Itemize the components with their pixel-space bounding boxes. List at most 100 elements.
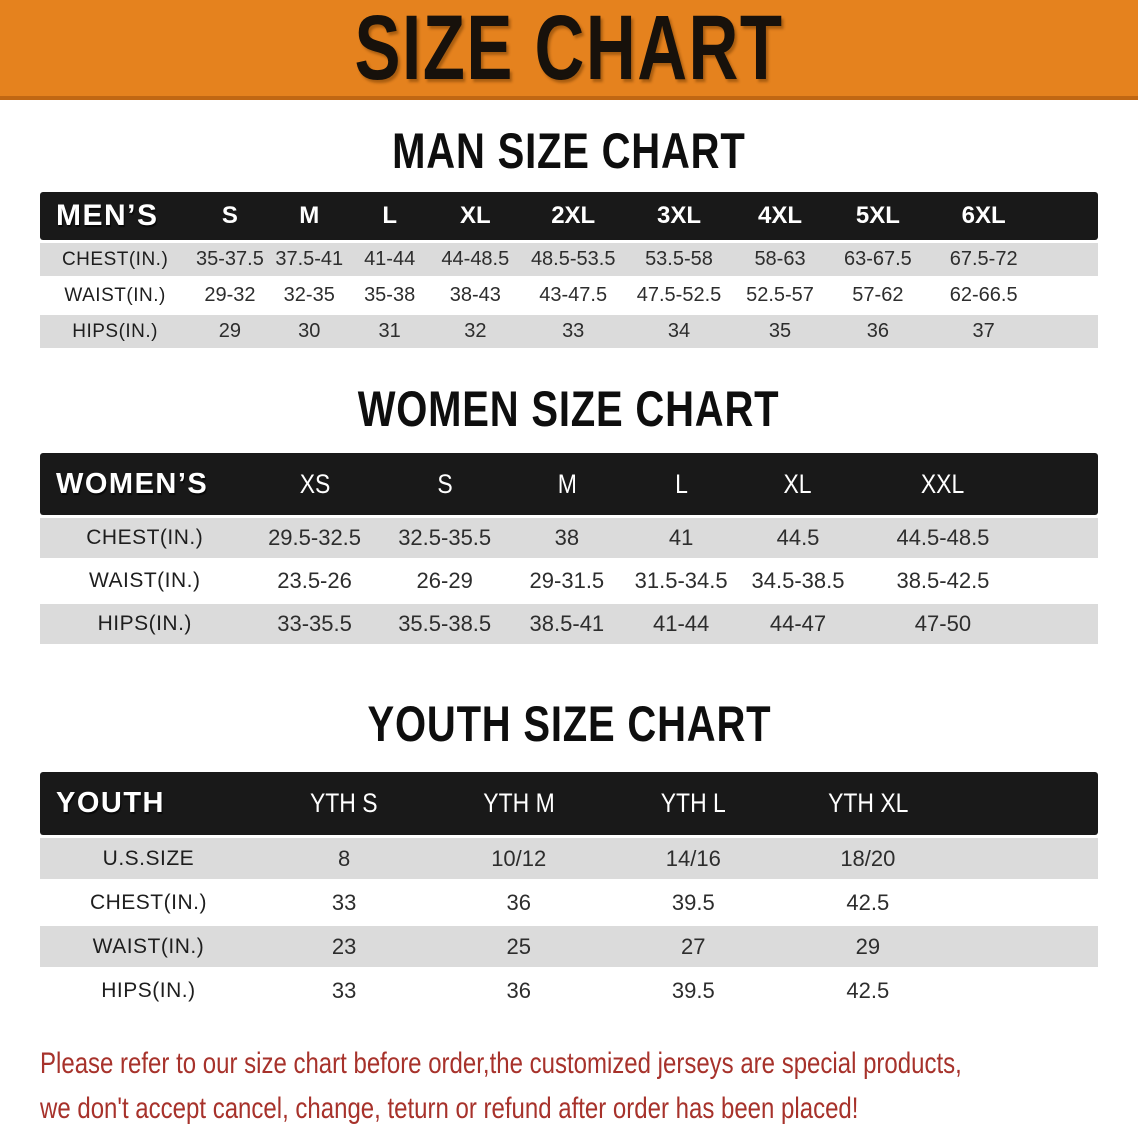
size-value-cell: 48.5-53.5: [520, 240, 627, 276]
size-value-cell: 30: [269, 312, 349, 348]
size-value-cell: 44.5: [738, 515, 858, 558]
row-label-cell: CHEST(IN.): [40, 879, 257, 923]
table-row: HIPS(IN.) 33-35.5 35.5-38.5 38.5-41 41-44 44-…: [40, 601, 1098, 644]
size-value-cell: 27: [606, 923, 781, 967]
size-col-header: XL: [430, 192, 521, 240]
size-value-cell: 33-35.5: [249, 601, 380, 644]
size-value-cell: 39.5: [606, 967, 781, 1011]
size-col-header: YTH S: [256, 772, 432, 835]
size-col-header: YTH XL: [780, 772, 956, 835]
chart-section: MAN SIZE CHART MEN’S S M L XL 2XL 3XL 4XL 5XL 6XL…: [0, 126, 1138, 348]
size-value-cell: 18/20: [780, 835, 956, 879]
size-col-header-text: 3XL: [656, 202, 701, 229]
size-col-header-text: YTH M: [483, 788, 555, 818]
size-col-header: XL: [738, 453, 858, 515]
size-value-cell: 38: [509, 515, 624, 558]
size-value-cell: 58-63: [731, 240, 829, 276]
section-heading: YOUTH SIZE CHART: [0, 699, 1138, 749]
size-value-cell: 31: [348, 312, 431, 348]
size-value-cell: 42.5: [780, 967, 956, 1011]
header-spacer-cell: [1028, 453, 1098, 515]
size-col-header: 3XL: [626, 192, 732, 240]
table-row: CHEST(IN.) 33 36 39.5 42.5: [40, 879, 1098, 923]
size-value-cell: 44-47: [738, 601, 858, 644]
row-label-cell: HIPS(IN.): [40, 967, 257, 1011]
table-corner-label: WOMEN’S: [40, 453, 250, 515]
charts-container: MAN SIZE CHART MEN’S S M L XL 2XL 3XL 4XL 5XL 6XL…: [0, 126, 1138, 1011]
section-heading-text: WOMEN SIZE CHART: [358, 381, 780, 437]
table-row: HIPS(IN.) 33 36 39.5 42.5: [40, 967, 1098, 1011]
row-label-cell: WAIST(IN.): [40, 558, 250, 601]
row-spacer-cell: [955, 879, 1098, 923]
size-col-header: L: [348, 192, 431, 240]
size-col-header-text: L: [674, 468, 688, 499]
row-spacer-cell: [1028, 601, 1098, 644]
size-value-cell: 35-37.5: [190, 240, 270, 276]
size-col-header-text: YTH S: [310, 788, 378, 818]
size-value-cell: 29: [780, 923, 956, 967]
size-col-header-text: YTH XL: [827, 788, 909, 818]
size-value-cell: 37: [927, 312, 1040, 348]
size-value-cell: 33: [256, 967, 432, 1011]
size-value-cell: 37.5-41: [269, 240, 349, 276]
size-value-cell: 41-44: [623, 601, 739, 644]
header-spacer-cell: [955, 772, 1098, 835]
size-col-header: YTH L: [606, 772, 781, 835]
row-label-cell: CHEST(IN.): [40, 515, 250, 558]
size-value-cell: 38.5-42.5: [857, 558, 1029, 601]
size-value-cell: 42.5: [780, 879, 956, 923]
size-value-cell: 32-35: [269, 276, 349, 312]
row-label-cell: CHEST(IN.): [40, 240, 191, 276]
size-col-header: XXL: [857, 453, 1029, 515]
row-label-cell: U.S.SIZE: [40, 835, 257, 879]
size-value-cell: 26-29: [379, 558, 510, 601]
row-label-cell: HIPS(IN.): [40, 601, 250, 644]
size-value-cell: 34: [626, 312, 732, 348]
size-value-cell: 41: [623, 515, 739, 558]
footer-notice: Please refer to our size chart before or…: [40, 1041, 1138, 1131]
size-value-cell: 36: [431, 967, 606, 1011]
table-row: CHEST(IN.) 35-37.5 37.5-41 41-44 44-48.5 48.5…: [40, 240, 1098, 276]
size-table: YOUTH YTH S YTH M YTH L YTH XL U.S.SIZE 8 10/1…: [40, 772, 1098, 1011]
row-spacer-cell: [1028, 515, 1098, 558]
size-col-header-text: 5XL: [855, 202, 900, 229]
header-spacer-cell: [1039, 192, 1098, 240]
row-label-cell: WAIST(IN.): [40, 923, 257, 967]
size-value-cell: 63-67.5: [828, 240, 928, 276]
size-value-cell: 39.5: [606, 879, 781, 923]
table-row: WAIST(IN.) 29-32 32-35 35-38 38-43 43-47.5 47.…: [40, 276, 1098, 312]
chart-section: WOMEN SIZE CHART WOMEN’S XS S M L XL XXL CHEST…: [0, 384, 1138, 644]
row-label-cell: HIPS(IN.): [40, 312, 191, 348]
size-value-cell: 14/16: [606, 835, 781, 879]
size-value-cell: 33: [520, 312, 627, 348]
size-value-cell: 35: [731, 312, 829, 348]
row-spacer-cell: [955, 967, 1098, 1011]
row-spacer-cell: [955, 835, 1098, 879]
row-label-cell: WAIST(IN.): [40, 276, 191, 312]
table-corner-label: YOUTH: [40, 772, 257, 835]
size-col-header: XS: [249, 453, 380, 515]
table-header-row: MEN’S S M L XL 2XL 3XL 4XL 5XL 6XL: [40, 192, 1098, 240]
size-value-cell: 35-38: [348, 276, 431, 312]
size-value-cell: 38.5-41: [509, 601, 624, 644]
size-value-cell: 23.5-26: [249, 558, 380, 601]
size-col-header: S: [379, 453, 510, 515]
size-value-cell: 44.5-48.5: [857, 515, 1029, 558]
size-value-cell: 23: [256, 923, 432, 967]
size-value-cell: 41-44: [348, 240, 431, 276]
size-value-cell: 43-47.5: [520, 276, 627, 312]
size-value-cell: 29-32: [190, 276, 270, 312]
size-col-header-text: 4XL: [758, 202, 803, 229]
banner: SIZE CHART: [0, 0, 1138, 100]
size-value-cell: 47-50: [857, 601, 1029, 644]
notice-line-2: we don't accept cancel, change, teturn o…: [40, 1092, 859, 1125]
size-value-cell: 34.5-38.5: [738, 558, 858, 601]
size-col-header-text: M: [299, 202, 320, 229]
table-row: CHEST(IN.) 29.5-32.5 32.5-35.5 38 41 44.5 44.5…: [40, 515, 1098, 558]
banner-title: SIZE CHART: [354, 0, 784, 99]
size-col-header-text: S: [221, 202, 238, 229]
size-table: MEN’S S M L XL 2XL 3XL 4XL 5XL 6XL CHEST(IN.) 35-3…: [40, 192, 1098, 348]
size-value-cell: 67.5-72: [927, 240, 1040, 276]
row-spacer-cell: [1039, 240, 1098, 276]
